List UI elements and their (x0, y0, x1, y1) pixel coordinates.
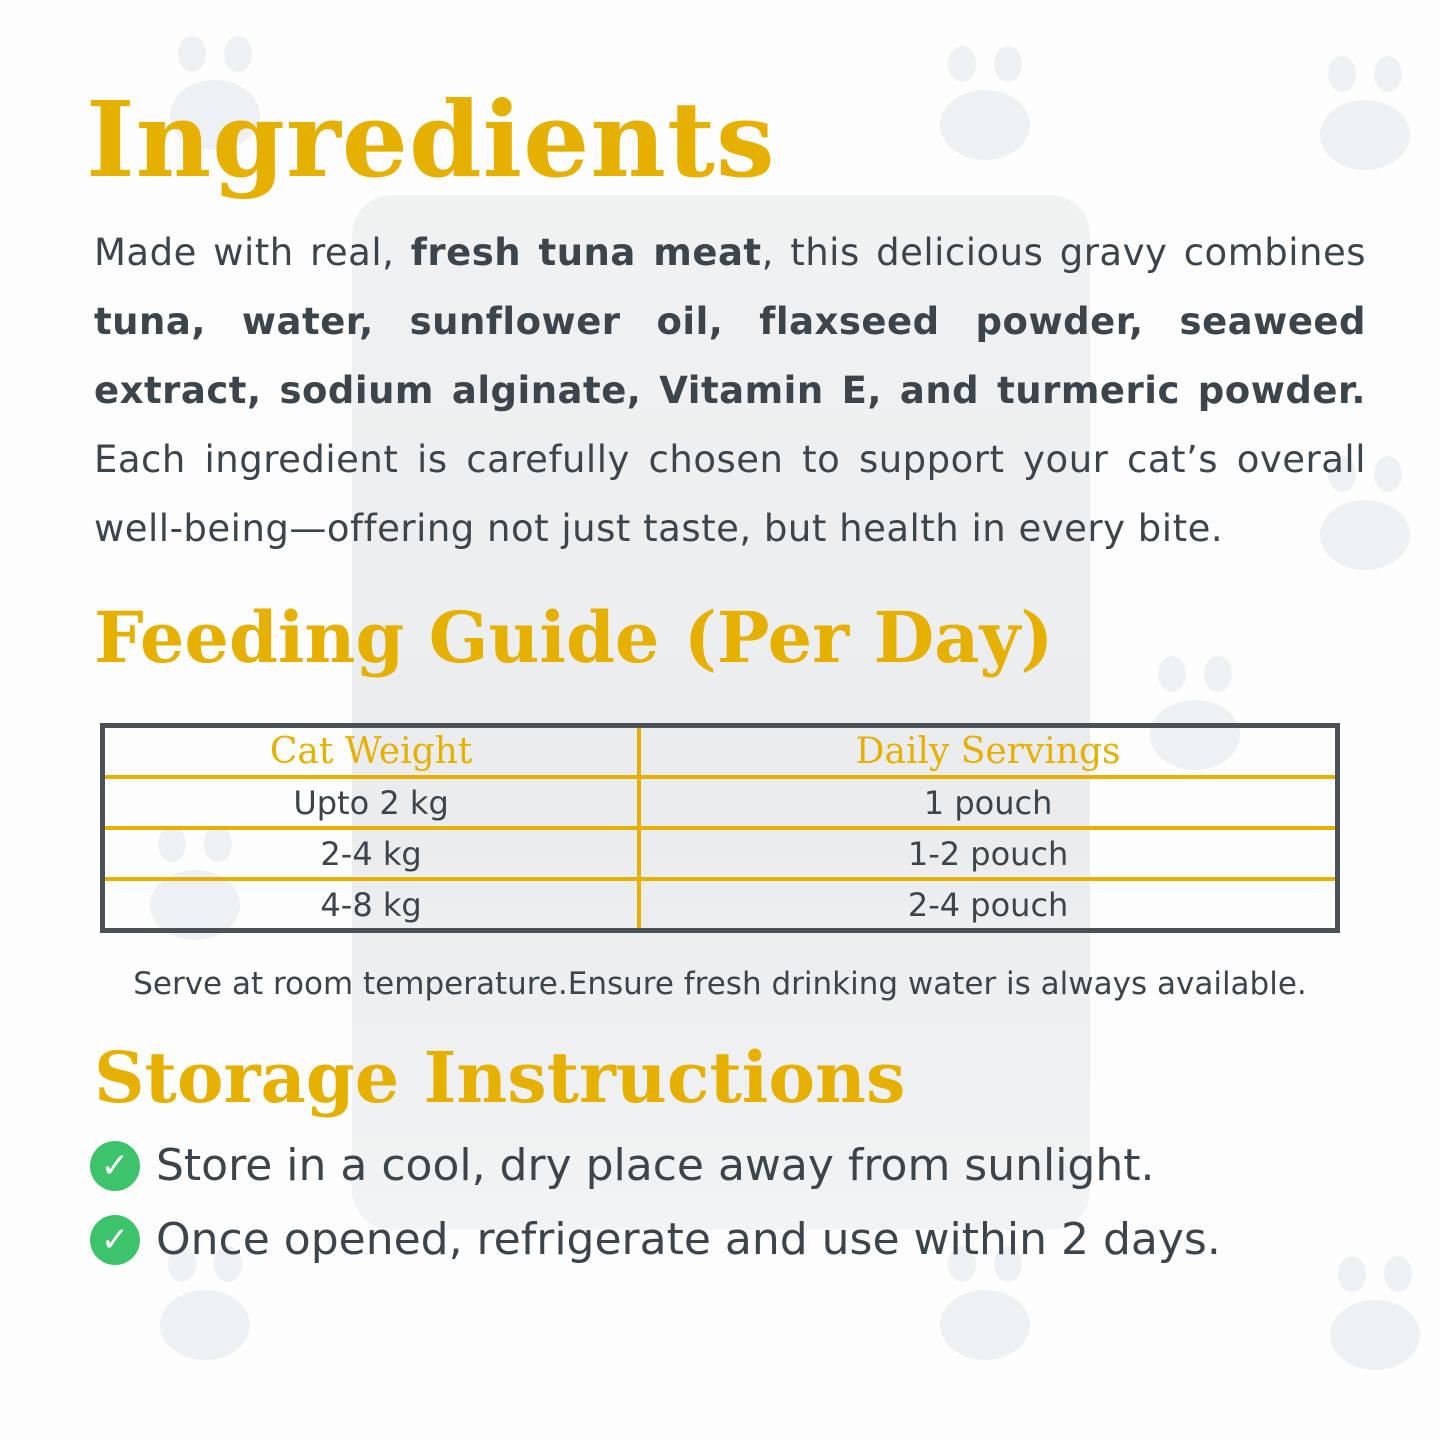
header-daily-servings: Daily Servings (637, 725, 1338, 779)
storage-item-text: Store in a cool, dry place away from sun… (156, 1140, 1155, 1191)
feeding-table: Cat Weight Daily Servings Upto 2 kg 1 po… (100, 723, 1340, 933)
ingredients-heading: Ingredients (86, 78, 776, 201)
paw-print-decoration (160, 1246, 250, 1360)
cell-weight: 2-4 kg (102, 826, 642, 881)
paw-print-decoration (940, 1246, 1030, 1360)
paw-print-decoration (940, 46, 1030, 160)
cell-weight: 4-8 kg (102, 877, 642, 931)
product-pack-watermark (352, 195, 1090, 1230)
cell-servings: 1 pouch (637, 775, 1338, 830)
cell-servings: 1-2 pouch (637, 826, 1338, 881)
paragraph-text: Each ingredient is carefully chosen to s… (94, 438, 1366, 550)
storage-heading: Storage Instructions (94, 1036, 906, 1119)
feeding-guide-heading: Feeding Guide (Per Day) (94, 596, 1054, 679)
paw-print-decoration (1330, 1256, 1420, 1370)
feeding-note: Serve at room temperature.Ensure fresh d… (133, 966, 1307, 1002)
storage-item-text: Once opened, refrigerate and use within … (156, 1214, 1221, 1265)
storage-item: ✓ Once opened, refrigerate and use withi… (90, 1214, 1221, 1265)
paragraph-text: , this delicious gravy combines (761, 231, 1366, 274)
cell-weight: Upto 2 kg (102, 775, 642, 830)
table-row: 4-8 kg 2-4 pouch (102, 877, 1338, 931)
cell-servings: 2-4 pouch (637, 877, 1338, 931)
table-row: 2-4 kg 1-2 pouch (102, 826, 1338, 881)
header-cat-weight: Cat Weight (102, 725, 642, 779)
check-circle-icon: ✓ (90, 1214, 140, 1265)
bold-ingredient-text: tuna, water, sunflower oil, flaxseed pow… (94, 300, 1366, 412)
bold-ingredient-text: fresh tuna meat (410, 231, 762, 274)
ingredients-paragraph: Made with real, fresh tuna meat, this de… (94, 218, 1366, 563)
table-row: Upto 2 kg 1 pouch (102, 775, 1338, 830)
storage-item: ✓ Store in a cool, dry place away from s… (90, 1140, 1155, 1191)
paragraph-text: Made with real, (94, 231, 411, 274)
table-header-row: Cat Weight Daily Servings (102, 725, 1338, 779)
paw-print-decoration (170, 36, 260, 150)
check-circle-icon: ✓ (90, 1140, 140, 1191)
paw-print-decoration (1320, 456, 1410, 570)
paw-print-decoration (1320, 56, 1410, 170)
